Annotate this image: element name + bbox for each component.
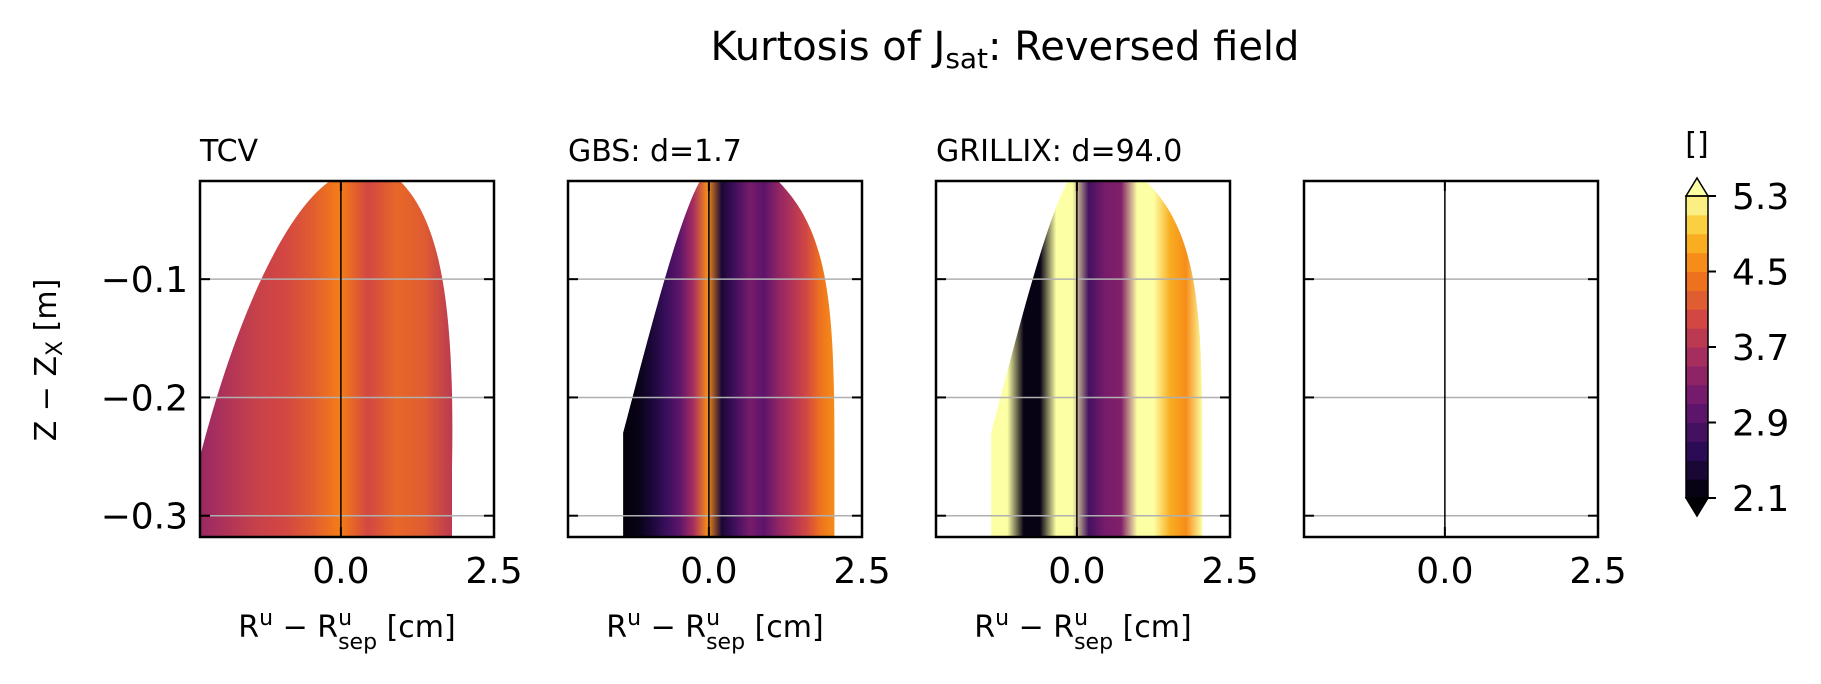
colorbar-level (1686, 403, 1708, 423)
colorbar-label: [] (1685, 127, 1708, 162)
colorbar-extend-min (1684, 497, 1710, 518)
panel-frame (198, 179, 496, 539)
x-axis-label: Ru − Ru sep [cm] (606, 606, 823, 655)
contour-field (991, 181, 1203, 537)
panels: −0.1 −0.2 −0.3 0.0 2.5 TCV Ru − Ru sep [cm] 0.0 2… (101, 134, 1627, 655)
colorbar: 5.3 4.5 3.7 2.9 2.1 (1684, 176, 1789, 520)
colorbar-level (1686, 441, 1708, 461)
colorbar-level (1686, 347, 1708, 367)
panel-4: 0.0 2.5 (1302, 179, 1627, 592)
colorbar-level (1686, 460, 1708, 480)
panel-title: GRILLIX: d=94.0 (936, 134, 1182, 169)
y-tick-label: −0.2 (101, 378, 188, 419)
x-axis-label: Ru − Ru sep [cm] (974, 606, 1191, 655)
panel-1: −0.1 −0.2 −0.3 0.0 2.5 TCV Ru − Ru sep [cm] (101, 134, 523, 655)
colorbar-extend-max (1684, 176, 1710, 197)
colorbar-level (1686, 479, 1708, 499)
panel-frame (566, 179, 864, 539)
x-tick-label: 0.0 (1048, 551, 1105, 592)
colorbar-tick-label: 2.9 (1732, 404, 1789, 445)
colorbar-tick-label: 2.1 (1732, 479, 1789, 520)
y-axis-label: Z − ZX [m] (29, 279, 68, 442)
figure-title: Kurtosis of Jsat: Reversed field (711, 24, 1300, 75)
colorbar-level (1686, 422, 1708, 442)
panel-3: 0.0 2.5 GRILLIX: d=94.0 Ru − Ru sep [cm] (934, 134, 1259, 655)
x-tick-label: 2.5 (833, 551, 890, 592)
colorbar-level (1686, 384, 1708, 405)
y-tick-label: −0.1 (101, 260, 188, 301)
contour-field (200, 181, 453, 537)
x-tick-label: 2.5 (1201, 551, 1258, 592)
x-tick-label: 2.5 (1569, 551, 1626, 592)
colorbar-level (1686, 309, 1708, 329)
colorbar-level (1686, 214, 1708, 235)
colorbar-level (1686, 271, 1708, 291)
x-tick-label: 0.0 (312, 551, 369, 592)
x-axis-label: Ru − Ru sep [cm] (238, 606, 455, 655)
colorbar-tick-label: 5.3 (1732, 177, 1789, 218)
colorbar-tick-label: 3.7 (1732, 328, 1789, 369)
colorbar-level (1686, 196, 1708, 216)
x-tick-label: 0.0 (680, 551, 737, 592)
panel-title: TCV (199, 134, 259, 169)
colorbar-level (1686, 365, 1708, 386)
contour-field (623, 181, 835, 537)
x-tick-label: 2.5 (465, 551, 522, 592)
colorbar-level (1686, 252, 1708, 272)
colorbar-level (1686, 328, 1708, 348)
panel-frame (934, 179, 1232, 539)
colorbar-level (1686, 290, 1708, 310)
y-tick-label: −0.3 (101, 497, 188, 538)
panel-frame (1302, 179, 1600, 539)
colorbar-tick-label: 4.5 (1732, 253, 1789, 294)
colorbar-level (1686, 233, 1708, 254)
x-tick-label: 0.0 (1416, 551, 1473, 592)
panel-title: GBS: d=1.7 (568, 134, 742, 169)
panel-2: 0.0 2.5 GBS: d=1.7 Ru − Ru sep [cm] (566, 134, 891, 655)
